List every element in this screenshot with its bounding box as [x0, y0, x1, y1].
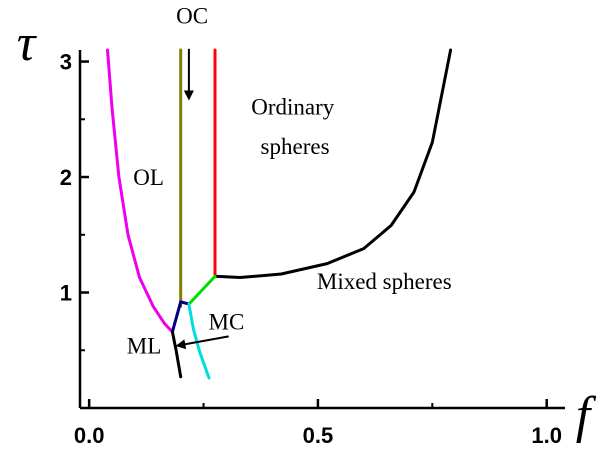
ticks-layer: 0.0 0.5 1.0 1 2 3: [60, 50, 562, 448]
phase-boundary-line: [187, 274, 217, 306]
x-tick-label: 0.0: [74, 423, 105, 448]
y-tick-label: 2: [60, 165, 72, 190]
region-label: MC: [209, 309, 245, 334]
pointer-arrow: [175, 335, 229, 350]
y-axis-label: τ: [17, 15, 38, 72]
region-label: Ordinary: [251, 95, 335, 120]
series-layer: [106, 48, 453, 380]
region-label: Mixed spheres: [317, 269, 452, 294]
annotations-layer: OC Ordinary spheres OL Mixed spheres MC ML: [127, 3, 452, 358]
phase-boundary-line: [213, 48, 453, 279]
phase-boundary-line: [106, 48, 174, 334]
phase-boundary-line: [187, 302, 211, 380]
phase-boundary-line: [170, 330, 183, 379]
axes-layer: [78, 50, 565, 410]
x-tick-label: 1.0: [531, 423, 562, 448]
x-tick-label: 0.5: [303, 423, 334, 448]
region-label: ML: [127, 334, 162, 359]
y-tick-label: 3: [60, 50, 72, 75]
region-label: spheres: [261, 134, 330, 159]
y-tick-label: 1: [60, 281, 72, 306]
region-label: OC: [176, 3, 208, 28]
region-label: OL: [133, 165, 164, 190]
phase-boundary-line: [170, 300, 191, 334]
x-axis-label: f: [576, 387, 597, 444]
